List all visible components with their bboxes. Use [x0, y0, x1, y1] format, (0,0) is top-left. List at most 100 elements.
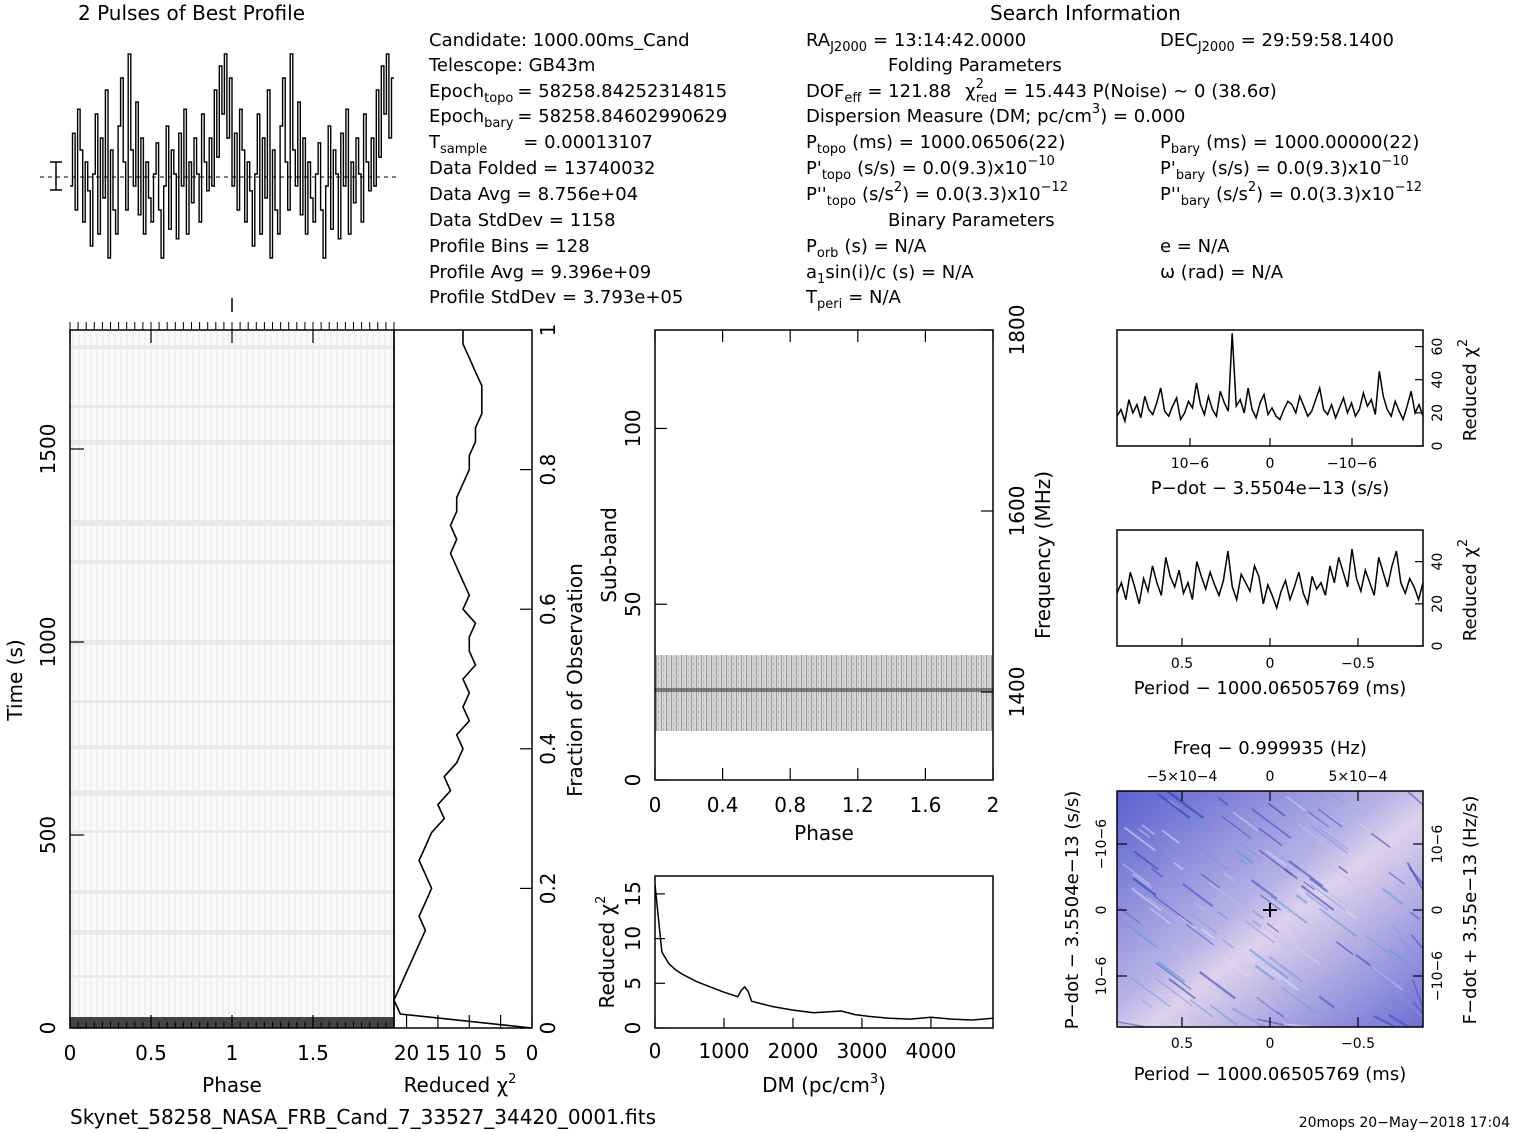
p-pdot-xlabel: Period − 1000.06505769 (ms): [1134, 1064, 1406, 1085]
p-pdot-streak: [1198, 970, 1236, 1000]
p-pdot-streak: [1288, 859, 1324, 888]
p-pdot-streak: [1270, 969, 1299, 991]
porb-line: Porb (s) = N/A: [806, 236, 927, 261]
p-pdot-streak: [1412, 1001, 1424, 1014]
p-pdot-streak: [1168, 978, 1196, 1000]
p-pdot-streak: [1172, 945, 1190, 959]
p-pdot-streak: [1232, 1007, 1266, 1029]
subband-ylabel: Sub-band: [597, 507, 621, 603]
p-pdot-streak: [1250, 988, 1275, 1007]
p-pdot-streak: [1190, 913, 1218, 935]
a1sini-line: a1sin(i)/c (s) = N/A: [806, 262, 974, 287]
small-chi-ytick-label: 40: [1430, 553, 1446, 571]
p-pdot-streak: [1358, 822, 1373, 834]
subband-xtick-label: 1.2: [842, 793, 874, 817]
time-phase-row-10: [70, 890, 394, 894]
dm-chi-xtick-label: 0: [649, 1039, 662, 1063]
p-pdot-streak: [1194, 902, 1207, 912]
dec-line: DECJ2000 = 29:59:58.1400: [1160, 30, 1394, 55]
time-chi-fraction-tick-label: 0: [536, 1022, 560, 1035]
p-pdot-streak: [1318, 826, 1349, 851]
time-phase-row-0: [70, 345, 394, 349]
p-pdot-streak: [1161, 829, 1180, 844]
ecc-line: e = N/A: [1160, 236, 1230, 257]
time-phase-xticks: 0 0.5 1 1.5: [64, 322, 395, 1065]
p-pdot-streak: [1298, 824, 1330, 849]
small-chi-ytick-label: 20: [1430, 595, 1446, 613]
time-chi-fraction-tick-label: 0.6: [536, 593, 560, 625]
profile-stddev-line: Profile StdDev = 3.793e+05: [429, 287, 683, 308]
dof-line: DOFeff = 121.88 χ2 red = 15.443 P(Noise) ~ 0…: [806, 77, 1277, 106]
p-pdot-streak: [1182, 883, 1214, 908]
pdot-chi-line: [1116, 333, 1424, 425]
p-pdot-y2label: F−dot + 3.55e−13 (Hz/s): [1460, 796, 1481, 1025]
p-pdot-x2tick-label: 0: [1266, 769, 1275, 785]
subband-yticks: 0 50 100: [621, 409, 667, 786]
small-chi-xtick-label: −10−6: [1327, 456, 1377, 472]
time-phase-ytick-label: 0: [36, 1022, 60, 1035]
p-pdot-streak: [1240, 843, 1262, 860]
profile-title: 2 Pulses of Best Profile: [78, 1, 305, 25]
time-phase-ylabel: Time (s): [3, 639, 27, 721]
time-phase-ytick-label: 1500: [36, 424, 60, 475]
p-pdot-streak: [1157, 960, 1186, 983]
subband-xtick-label: 1.6: [909, 793, 941, 817]
p-pdot-streak: [1317, 808, 1343, 828]
p-pdot-streak: [1258, 827, 1283, 847]
p-pdot-streak: [1296, 946, 1321, 966]
dm-chi-xticks: 0 1000 2000 3000 4000: [649, 1018, 956, 1063]
profile-bins-line: Profile Bins = 128: [429, 236, 590, 257]
p-pdot-streak: [1295, 894, 1308, 905]
p-pdot-streak: [1318, 907, 1358, 938]
tperi-line: Tperi = N/A: [805, 287, 902, 312]
pbary-line: Pbary (ms) = 1000.00000(22): [1160, 132, 1419, 157]
p-pdot-streak: [1256, 921, 1294, 950]
small-chi-xtick-label: −0.5: [1341, 656, 1375, 672]
dm-chi-xtick-label: 1000: [699, 1039, 750, 1063]
time-phase-xtick-label: 1.5: [297, 1041, 329, 1065]
p-pdot-streak: [1200, 928, 1215, 940]
p-pdot-y2tick-label: 10−6: [1430, 825, 1446, 864]
p-pdot-streak: [1372, 966, 1404, 991]
p-pdot-streak: [1154, 977, 1193, 1007]
p-pdot-streak: [1232, 811, 1259, 832]
p-pdot-streak: [1209, 1004, 1239, 1027]
time-phase-row-11: [70, 930, 394, 935]
p-pdot-ylabel: P−dot − 3.5504e−13 (s/s): [1062, 791, 1083, 1030]
candidate-info: Candidate: 1000.00ms_Cand Telescope: GB4…: [428, 30, 727, 308]
time-chi-xtick-label: 5: [494, 1041, 507, 1065]
p-pdot-streak: [1375, 967, 1404, 989]
ra-line: RAJ2000 = 13:14:42.0000: [806, 30, 1026, 55]
search-info: Search Information RAJ2000 = 13:14:42.000…: [805, 1, 1422, 312]
p-pdot-streak: [1221, 956, 1250, 978]
p-pdot-streak: [1132, 877, 1157, 897]
p-pdot-streak: [1217, 796, 1229, 806]
pdot-topo-line: P'topo (s/s) = 0.0(9.3)x10−10: [806, 154, 1055, 183]
dm-chi-ytick-label: 10: [621, 926, 645, 951]
p-pdot-streak: [1120, 848, 1134, 859]
p-pdot-streak: [1189, 1014, 1207, 1028]
subband-ytick-label: 50: [621, 591, 645, 616]
p-pdot-streak: [1141, 824, 1156, 836]
period-chi-xticks: 0.5 0 −0.5: [1171, 638, 1375, 672]
subband-xtick-label: 0: [649, 793, 662, 817]
p-pdot-title: Freq − 0.999935 (Hz): [1173, 738, 1367, 759]
subband-freq-tick-label: 1600: [1005, 486, 1029, 537]
p-pdot-streak: [1388, 871, 1406, 885]
p-pdot-streak: [1268, 955, 1304, 983]
subband-freq-tick-label: 1400: [1005, 667, 1029, 718]
pdot-chi-xlabel: P−dot − 3.5504e−13 (s/s): [1151, 478, 1390, 499]
p-pdot-streak: [1322, 860, 1358, 887]
folding-title: Folding Parameters: [888, 55, 1062, 76]
subband-ytick-label: 100: [621, 409, 645, 447]
p-pdot-streak: [1410, 934, 1424, 950]
ptopo-line: Ptopo (ms) = 1000.06506(22): [806, 132, 1065, 157]
p-pdot-streak: [1251, 808, 1292, 839]
p-pdot-streak: [1307, 810, 1330, 828]
p-pdot-streak: [1258, 849, 1293, 876]
time-phase-image: [70, 330, 394, 1028]
dm-line: Dispersion Measure (DM; pc/cm3) = 0.000: [806, 102, 1185, 127]
time-chi-xtick-label: 20: [394, 1041, 419, 1065]
time-phase-yticks: 0 500 1000 1500: [36, 424, 84, 1035]
p-pdot-x2tick-label: 5×10−4: [1328, 769, 1387, 785]
